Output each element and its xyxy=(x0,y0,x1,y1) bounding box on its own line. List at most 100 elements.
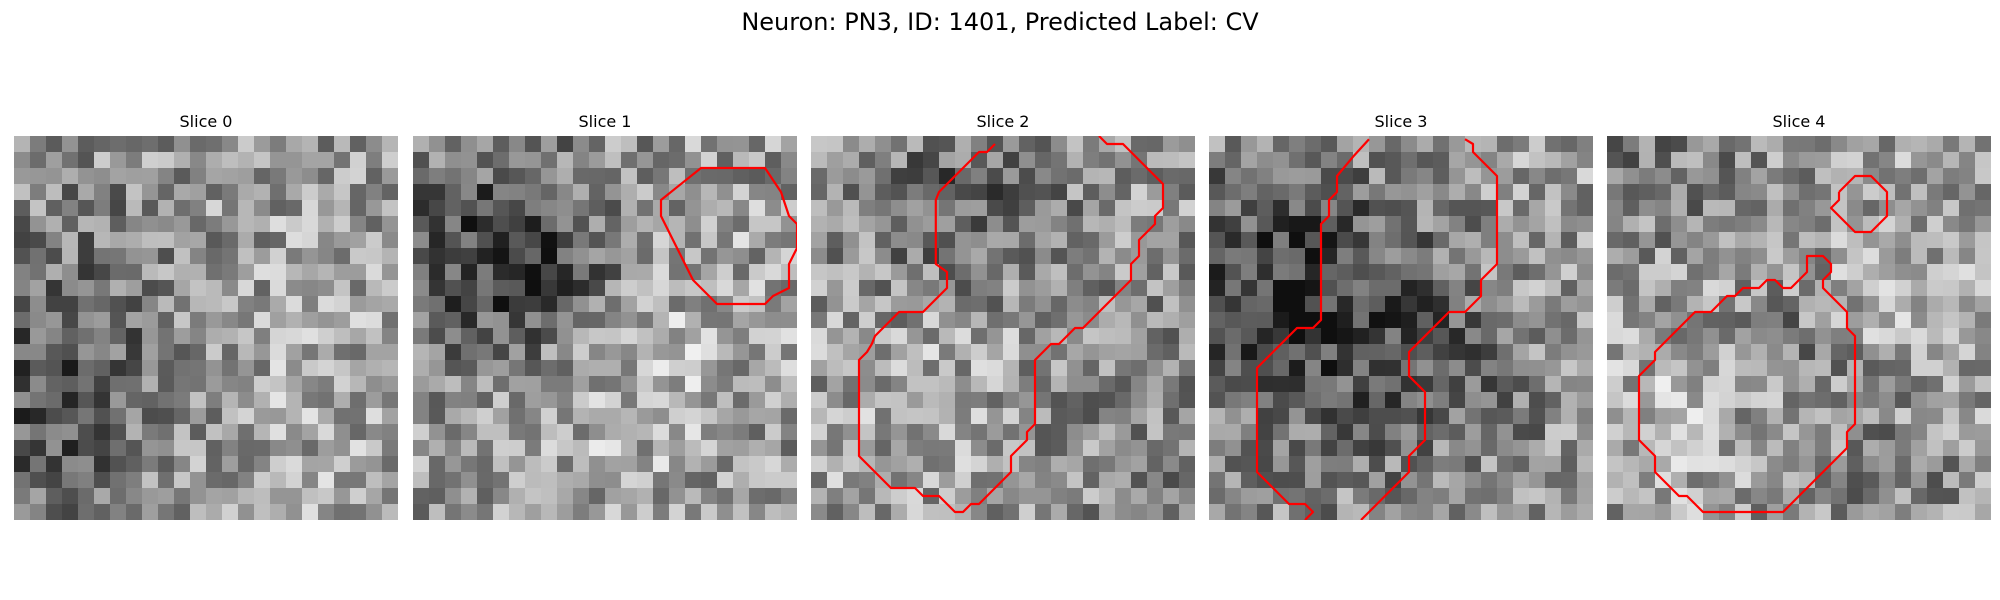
pixel xyxy=(461,136,478,153)
pixel xyxy=(875,440,892,457)
pixel xyxy=(174,200,191,217)
pixel xyxy=(637,168,654,185)
pixel xyxy=(1115,168,1132,185)
pixel xyxy=(1561,216,1578,233)
pixel xyxy=(605,136,622,153)
pixel xyxy=(1385,136,1402,153)
pixel xyxy=(1003,152,1020,169)
pixel xyxy=(350,360,367,377)
pixel xyxy=(1863,440,1880,457)
pixel xyxy=(1353,504,1370,520)
pixel xyxy=(1417,344,1434,361)
pixel xyxy=(1465,408,1482,425)
pixel xyxy=(1147,344,1164,361)
pixel xyxy=(445,152,462,169)
pixel xyxy=(1337,168,1354,185)
pixel xyxy=(30,264,47,281)
pixel xyxy=(1545,360,1562,377)
pixel xyxy=(1433,344,1450,361)
pixel xyxy=(286,408,303,425)
pixel xyxy=(158,344,175,361)
pixel xyxy=(1385,424,1402,441)
pixel xyxy=(1687,472,1704,489)
pixel xyxy=(1225,360,1242,377)
pixel xyxy=(1577,216,1593,233)
pixel xyxy=(923,200,940,217)
slice-panel-2: Slice 2 xyxy=(811,108,1195,520)
pixel xyxy=(413,168,430,185)
pixel xyxy=(1815,328,1832,345)
pixel xyxy=(1671,168,1688,185)
pixel xyxy=(302,344,319,361)
pixel xyxy=(781,392,797,409)
pixel xyxy=(557,136,574,153)
pixel xyxy=(1497,344,1514,361)
pixel xyxy=(1751,328,1768,345)
pixel xyxy=(1735,184,1752,201)
pixel xyxy=(685,264,702,281)
pixel xyxy=(955,312,972,329)
pixel xyxy=(701,152,718,169)
pixel xyxy=(1131,376,1148,393)
pixel xyxy=(1481,376,1498,393)
pixel xyxy=(971,472,988,489)
pixel xyxy=(923,456,940,473)
pixel xyxy=(302,328,319,345)
pixel xyxy=(1719,248,1736,265)
pixel xyxy=(334,152,351,169)
pixel xyxy=(1067,376,1084,393)
pixel xyxy=(461,408,478,425)
pixel xyxy=(94,456,111,473)
pixel xyxy=(1401,152,1418,169)
pixel xyxy=(1497,248,1514,265)
pixel xyxy=(955,408,972,425)
pixel xyxy=(334,200,351,217)
pixel xyxy=(907,488,924,505)
pixel xyxy=(445,456,462,473)
pixel xyxy=(110,408,127,425)
pixel xyxy=(1751,488,1768,505)
pixel xyxy=(350,488,367,505)
pixel xyxy=(302,456,319,473)
pixel xyxy=(1003,488,1020,505)
pixel xyxy=(653,312,670,329)
pixel xyxy=(1639,312,1656,329)
pixel xyxy=(1671,424,1688,441)
pixel xyxy=(1337,488,1354,505)
pixel xyxy=(1513,200,1530,217)
pixel xyxy=(126,456,143,473)
pixel xyxy=(1433,440,1450,457)
pixel xyxy=(1131,136,1148,153)
pixel xyxy=(477,392,494,409)
segmentation-contour-0 xyxy=(857,136,1165,514)
pixel xyxy=(733,184,750,201)
pixel xyxy=(1337,280,1354,297)
pixel xyxy=(557,456,574,473)
pixel xyxy=(765,280,782,297)
pixel xyxy=(334,440,351,457)
pixel xyxy=(174,248,191,265)
pixel xyxy=(142,296,159,313)
pixel xyxy=(1623,424,1640,441)
pixel xyxy=(350,344,367,361)
pixel xyxy=(891,456,908,473)
pixel xyxy=(1099,264,1116,281)
pixel xyxy=(1289,504,1306,520)
pixel xyxy=(843,488,860,505)
pixel xyxy=(1337,344,1354,361)
pixel xyxy=(859,312,876,329)
pixel xyxy=(955,296,972,313)
pixel xyxy=(1895,296,1912,313)
pixel xyxy=(206,312,223,329)
pixel xyxy=(1433,264,1450,281)
pixel xyxy=(206,248,223,265)
pixel xyxy=(1305,184,1322,201)
pixel xyxy=(238,376,255,393)
pixel xyxy=(1131,216,1148,233)
pixel xyxy=(1369,168,1386,185)
pixel xyxy=(701,440,718,457)
pixel xyxy=(717,200,734,217)
pixel xyxy=(685,232,702,249)
pixel xyxy=(827,248,844,265)
pixel xyxy=(1289,248,1306,265)
